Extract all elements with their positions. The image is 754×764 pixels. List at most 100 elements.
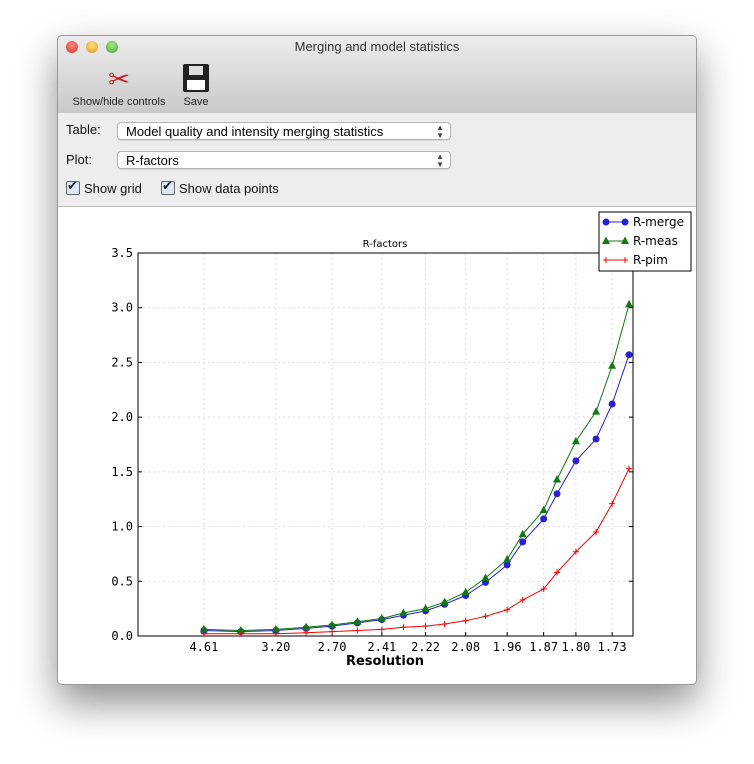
show-points-label: Show data points [179, 181, 279, 196]
circle-marker [625, 351, 633, 359]
y-tick-label: 3.5 [111, 246, 133, 260]
triangle-marker [440, 597, 449, 606]
title-bar: Merging and model statistics ✂ Show/hide… [58, 36, 696, 114]
controls-panel: Table: Model quality and intensity mergi… [58, 113, 696, 207]
updown-icon: ▲ ▼ [436, 152, 444, 169]
triangle-marker [399, 608, 408, 617]
table-value: Model quality and intensity merging stat… [126, 124, 384, 139]
y-tick-label: 1.0 [111, 520, 133, 534]
plot-label: Plot: [66, 152, 93, 167]
plus-marker [554, 569, 561, 576]
plus-marker [540, 585, 547, 592]
plus-marker [237, 630, 244, 637]
x-tick-label: 2.08 [451, 640, 480, 654]
circle-marker [621, 218, 629, 226]
series-line [203, 304, 630, 632]
tools-icon: ✂ [108, 64, 130, 94]
triangle-marker [602, 236, 610, 244]
plus-marker [422, 623, 429, 630]
triangle-marker [421, 604, 430, 612]
circle-marker [540, 515, 548, 523]
plus-marker [504, 606, 511, 613]
triangle-marker [481, 573, 490, 582]
table-label: Table: [66, 122, 101, 137]
plot-area [138, 253, 633, 636]
triangle-marker [621, 236, 629, 244]
triangle-marker [271, 624, 280, 633]
checkmark-icon [66, 178, 80, 195]
minimize-button[interactable] [86, 41, 98, 53]
close-button[interactable] [66, 41, 78, 53]
triangle-marker [302, 622, 311, 631]
series-line [203, 354, 630, 633]
triangle-marker [503, 554, 512, 563]
legend-label: R-merge [633, 215, 684, 229]
x-tick-label: 2.22 [411, 640, 440, 654]
window-title: Merging and model statistics [294, 39, 460, 54]
plus-marker [572, 548, 579, 555]
legend-label: R-pim [633, 253, 668, 267]
plus-marker [378, 626, 385, 633]
triangle-marker [518, 529, 527, 538]
circle-marker [503, 561, 511, 569]
plus-marker [303, 629, 310, 636]
triangle-marker [377, 613, 386, 622]
chart-title: R-factors [363, 239, 408, 250]
legend: R-merge R-meas R-pim [598, 211, 692, 272]
x-tick-label: 2.70 [318, 640, 347, 654]
plus-marker [626, 465, 633, 472]
x-axis-label: Resolution [346, 654, 424, 669]
show-hide-controls-button[interactable]: ✂ Show/hide controls [66, 62, 172, 108]
updown-icon: ▲ ▼ [436, 123, 444, 140]
triangle-marker [353, 617, 362, 625]
plus-marker [519, 596, 526, 603]
plus-marker [462, 617, 469, 624]
triangle-marker [553, 475, 562, 483]
show-grid-label: Show grid [84, 181, 142, 196]
y-tick-label: 2.0 [111, 410, 133, 424]
circle-marker [553, 490, 561, 498]
y-tick-label: 0.0 [111, 629, 133, 643]
triangle-marker [199, 624, 208, 633]
show-hide-label: Show/hide controls [72, 96, 166, 108]
show-data-points-checkbox[interactable]: Show data points [161, 178, 279, 196]
checkmark-icon [161, 178, 175, 195]
y-tick-label: 2.5 [111, 355, 133, 369]
triangle-marker [328, 620, 337, 629]
triangle-marker [236, 626, 245, 634]
series-line [203, 468, 630, 635]
x-tick-label: 3.20 [261, 640, 290, 654]
circle-marker [519, 538, 527, 546]
circle-marker [608, 400, 616, 408]
plot-select[interactable]: R-factors ▲ ▼ [117, 151, 451, 169]
plus-marker [482, 613, 489, 620]
plus-marker [354, 627, 361, 634]
triangle-marker [539, 505, 548, 514]
plus-marker [272, 630, 279, 637]
plus-marker [400, 624, 407, 631]
plot-value: R-factors [126, 153, 179, 168]
plus-marker [441, 620, 448, 627]
plus-marker [603, 257, 609, 263]
circle-marker [592, 435, 600, 443]
plus-marker [329, 628, 336, 635]
plus-marker [622, 257, 628, 263]
plus-marker [609, 500, 616, 507]
save-label: Save [183, 96, 209, 108]
y-tick-label: 3.0 [111, 301, 133, 315]
triangle-marker [461, 587, 470, 596]
x-tick-label: 1.73 [598, 640, 627, 654]
legend-label: R-meas [633, 234, 678, 248]
circle-marker [602, 218, 610, 226]
save-button[interactable]: Save [178, 62, 214, 108]
zoom-button[interactable] [106, 41, 118, 53]
triangle-marker [571, 436, 580, 445]
table-select[interactable]: Model quality and intensity merging stat… [117, 122, 451, 140]
y-tick-label: 1.5 [111, 465, 133, 479]
series-r-pim [200, 465, 633, 637]
x-tick-label: 1.96 [493, 640, 522, 654]
plus-marker [593, 529, 600, 536]
show-grid-checkbox[interactable]: Show grid [66, 178, 142, 196]
axes-frame [137, 252, 634, 637]
